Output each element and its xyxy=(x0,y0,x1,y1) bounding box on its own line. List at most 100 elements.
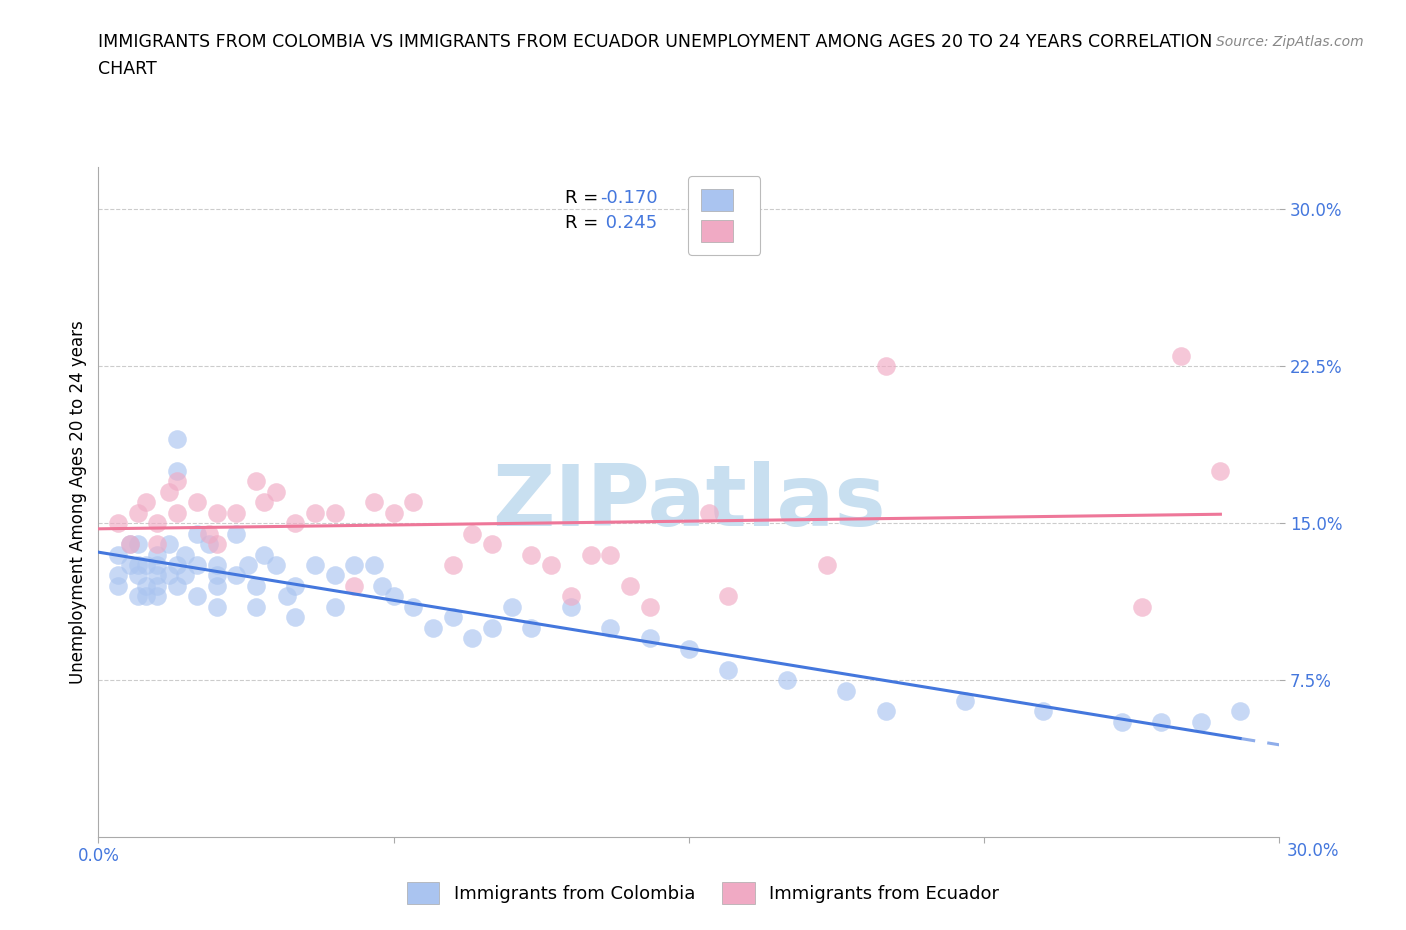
Y-axis label: Unemployment Among Ages 20 to 24 years: Unemployment Among Ages 20 to 24 years xyxy=(69,320,87,684)
Point xyxy=(697,505,720,520)
Point xyxy=(717,662,740,677)
Point xyxy=(186,558,208,573)
Point xyxy=(264,485,287,499)
Point xyxy=(875,704,897,719)
Point xyxy=(638,631,661,645)
Point xyxy=(225,568,247,583)
Text: 71: 71 xyxy=(723,189,745,206)
Point xyxy=(953,694,976,709)
Point xyxy=(481,537,503,551)
Point xyxy=(118,537,141,551)
Point xyxy=(118,558,141,573)
Text: Source: ZipAtlas.com: Source: ZipAtlas.com xyxy=(1216,35,1364,49)
Point xyxy=(1170,349,1192,364)
Point xyxy=(422,620,444,635)
Point xyxy=(146,558,169,573)
Text: 41: 41 xyxy=(723,214,745,232)
Point xyxy=(304,505,326,520)
Point xyxy=(520,547,543,562)
Text: N =: N = xyxy=(678,189,728,206)
Point xyxy=(225,526,247,541)
Point xyxy=(599,547,621,562)
Point xyxy=(205,578,228,593)
Legend: Immigrants from Colombia, Immigrants from Ecuador: Immigrants from Colombia, Immigrants fro… xyxy=(399,875,1007,911)
Point xyxy=(481,620,503,635)
Point xyxy=(127,505,149,520)
Point xyxy=(146,537,169,551)
Point xyxy=(135,589,157,604)
Point xyxy=(157,485,180,499)
Point xyxy=(1229,704,1251,719)
Point xyxy=(205,558,228,573)
Point xyxy=(107,547,129,562)
Point xyxy=(382,505,405,520)
Point xyxy=(166,474,188,489)
Point xyxy=(166,578,188,593)
Point xyxy=(560,589,582,604)
Point xyxy=(166,505,188,520)
Point xyxy=(619,578,641,593)
Point xyxy=(245,600,267,615)
Point xyxy=(107,516,129,531)
Point xyxy=(127,589,149,604)
Point xyxy=(343,558,366,573)
Point xyxy=(1130,600,1153,615)
Point xyxy=(276,589,298,604)
Point xyxy=(205,568,228,583)
Point xyxy=(382,589,405,604)
Point xyxy=(284,516,307,531)
Point xyxy=(441,610,464,625)
Point xyxy=(343,578,366,593)
Point xyxy=(323,568,346,583)
Point xyxy=(678,642,700,657)
Point xyxy=(174,547,197,562)
Point xyxy=(323,505,346,520)
Point xyxy=(197,537,219,551)
Text: -0.170: -0.170 xyxy=(600,189,658,206)
Point xyxy=(166,463,188,478)
Point xyxy=(1032,704,1054,719)
Point xyxy=(205,537,228,551)
Point xyxy=(186,495,208,510)
Point xyxy=(127,568,149,583)
Point xyxy=(186,589,208,604)
Point xyxy=(284,578,307,593)
Point xyxy=(225,505,247,520)
Point xyxy=(363,558,385,573)
Point xyxy=(135,578,157,593)
Point xyxy=(461,526,484,541)
Point xyxy=(323,600,346,615)
Point xyxy=(157,537,180,551)
Point xyxy=(146,568,169,583)
Text: R =: R = xyxy=(565,189,605,206)
Text: 0.245: 0.245 xyxy=(600,214,658,232)
Point xyxy=(1209,463,1232,478)
Point xyxy=(441,558,464,573)
Point xyxy=(174,568,197,583)
Point xyxy=(107,578,129,593)
Point xyxy=(371,578,394,593)
Point xyxy=(264,558,287,573)
Text: ZIPatlas: ZIPatlas xyxy=(492,460,886,544)
Point xyxy=(461,631,484,645)
Point xyxy=(127,558,149,573)
Legend: , : , xyxy=(689,177,761,255)
Point xyxy=(135,495,157,510)
Point xyxy=(599,620,621,635)
Point xyxy=(875,359,897,374)
Text: N =: N = xyxy=(678,214,728,232)
Point xyxy=(540,558,562,573)
Point xyxy=(253,547,276,562)
Point xyxy=(146,547,169,562)
Point xyxy=(245,474,267,489)
Point xyxy=(166,432,188,447)
Point xyxy=(363,495,385,510)
Point xyxy=(501,600,523,615)
Point xyxy=(835,683,858,698)
Point xyxy=(1111,714,1133,729)
Point xyxy=(186,526,208,541)
Point xyxy=(166,558,188,573)
Text: R =: R = xyxy=(565,214,605,232)
Point xyxy=(146,589,169,604)
Point xyxy=(284,610,307,625)
